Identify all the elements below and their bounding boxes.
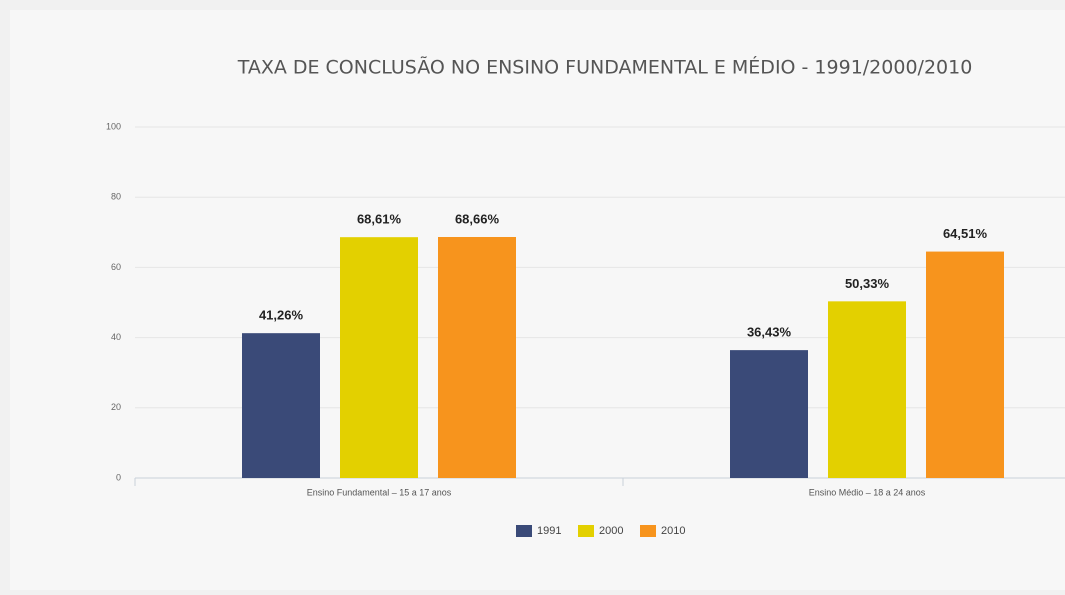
legend-label: 1991 [537,525,561,537]
bar [242,333,320,478]
value-label: 50,33% [845,276,890,291]
panel [10,10,1065,590]
bar [438,237,516,478]
value-label: 64,51% [943,226,988,241]
chart-title: TAXA DE CONCLUSÃO NO ENSINO FUNDAMENTAL … [237,56,973,79]
x-tick-label: Ensino Médio – 18 a 24 anos [809,487,926,497]
x-tick-label: Ensino Fundamental – 15 a 17 anos [307,487,452,497]
legend-label: 2000 [599,525,623,537]
value-label: 68,61% [357,212,402,227]
y-tick-label: 80 [111,192,121,202]
value-label: 68,66% [455,211,500,226]
bar [926,251,1004,478]
legend-swatch [578,525,594,537]
y-tick-label: 100 [106,121,121,131]
y-tick-label: 20 [111,402,121,412]
legend-label: 2010 [661,525,685,537]
bar [730,350,808,478]
bar [340,237,418,478]
legend-swatch [640,525,656,537]
value-label: 41,26% [259,308,304,323]
y-tick-label: 0 [116,472,121,482]
y-tick-label: 60 [111,262,121,272]
y-tick-label: 40 [111,332,121,342]
legend-swatch [516,525,532,537]
value-label: 36,43% [747,325,792,340]
bar [828,301,906,478]
